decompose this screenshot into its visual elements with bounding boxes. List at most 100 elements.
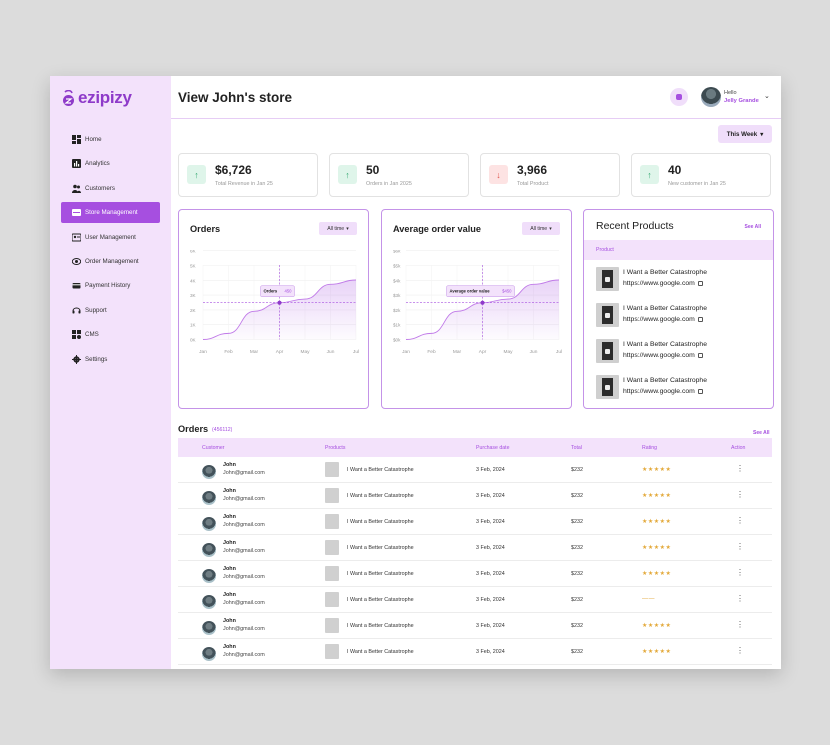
copy-icon[interactable] [697,352,703,358]
more-options-icon[interactable]: ⋮ [736,542,744,551]
column-header: Rating [642,445,657,451]
time-range-dropdown[interactable]: All time ▾ [522,222,560,235]
x-tick-label: Jan [199,349,207,355]
column-header: Customer [202,445,225,451]
sidebar-item-cms[interactable]: CMS [61,324,160,345]
y-tick-label: 2K [190,308,197,313]
sidebar-item-home[interactable]: Home [61,129,160,150]
sidebar-item-payment-history[interactable]: Payment History [61,275,160,296]
orders-area-chart[interactable]: 0K 1K 2K 3K 4K 5K 6K Jan Feb Mar Apr May Jun Jul Order… [179,250,368,400]
product-url[interactable]: https://www.google.com [623,316,695,323]
product-url[interactable]: https://www.google.com [623,352,695,359]
recent-product-item[interactable]: I Want a Better Catastrophe https://www.g… [596,303,766,327]
cms-icon [72,330,81,340]
logo-text: ezipizy [78,88,132,107]
sidebar-item-label: Payment History [85,282,131,290]
logo[interactable]: ezipizy [62,88,132,108]
table-row[interactable]: John John@gmail.com I Want a Better Catast… [178,457,772,483]
highlight-point [480,300,485,305]
customer-email: John@gmail.com [223,470,265,476]
table-row[interactable]: John John@gmail.com I Want a Better Catast… [178,613,772,639]
more-options-icon[interactable]: ⋮ [736,516,744,525]
order-total: $232 [571,649,583,655]
card-title: Recent Products [596,220,674,232]
sidebar-item-label: Store Management [85,209,138,217]
product-thumbnail [596,267,619,291]
notification-button[interactable] [670,88,688,106]
sidebar-item-analytics[interactable]: Analytics [61,153,160,174]
recent-product-item[interactable]: I Want a Better Catastrophe https://www.g… [596,267,766,291]
sidebar-item-label: Analytics [85,160,110,168]
sidebar-item-settings[interactable]: Settings [61,349,160,370]
y-tick-label: $5k [393,264,401,269]
time-range-label: All time [327,225,345,232]
column-header: Products [325,445,346,451]
product-name: I Want a Better Catastrophe [347,545,414,551]
see-all-link[interactable]: See All [753,430,770,436]
product-url-row: https://www.google.com [623,388,703,395]
time-range-label: All time [530,225,548,232]
stat-value: $6,726 [215,163,252,177]
copy-icon[interactable] [697,280,703,286]
stat-card-products: ↓ 3,966 Total Product [480,153,620,197]
recent-product-item[interactable]: I Want a Better Catastrophe https://www.g… [596,375,766,399]
orders-chart-card: Orders All time ▾ 0K 1K 2K 3K 4K 5K 6K Jan Feb Ma… [178,209,369,409]
more-options-icon[interactable]: ⋮ [736,594,744,603]
customer-name: John [223,540,236,546]
caret-down-icon: ▾ [760,130,764,138]
column-header: Total [571,445,582,451]
y-tick-label: 0K [190,338,197,343]
more-options-icon[interactable]: ⋮ [736,568,744,577]
more-options-icon[interactable]: ⋮ [736,490,744,499]
table-row[interactable]: John John@gmail.com I Want a Better Catast… [178,561,772,587]
recent-product-item[interactable]: I Want a Better Catastrophe https://www.g… [596,339,766,363]
stat-card-new-customers: ↑ 40 New customer in Jan 25 [631,153,771,197]
customer-avatar [202,595,216,609]
aov-area-chart[interactable]: $0k $1k $2k $3k $4k $5k $6k Jan Feb Mar Apr May Jun J… [382,250,571,400]
order-total: $232 [571,467,583,473]
bar-chart-icon [72,159,81,169]
time-range-dropdown[interactable]: All time ▾ [319,222,357,235]
stat-label: Total Revenue in Jan 25 [215,181,273,187]
rating-stars: ★★★★★ [642,571,672,577]
product-url[interactable]: https://www.google.com [623,388,695,395]
x-tick-label: Mar [453,349,462,355]
tooltip-box [260,285,295,297]
sidebar-item-order-management[interactable]: Order Management [61,251,160,272]
period-dropdown[interactable]: This Week ▾ [718,125,772,143]
table-row[interactable]: John John@gmail.com I Want a Better Catast… [178,509,772,535]
purchase-date: 3 Feb, 2024 [476,571,505,577]
sidebar: ezipizy Home Analytics Customers Store M… [50,76,171,669]
sidebar-item-user-management[interactable]: User Management [61,227,160,248]
customer-name: John [223,514,236,520]
sidebar-item-support[interactable]: Support [61,300,160,321]
chevron-down-icon[interactable]: ⌄ [764,93,770,100]
arrow-up-icon: ↑ [187,165,206,184]
tooltip-value: 450 [285,289,293,294]
purchase-date: 3 Feb, 2024 [476,597,505,603]
table-row[interactable]: John John@gmail.com I Want a Better Catast… [178,535,772,561]
more-options-icon[interactable]: ⋮ [736,620,744,629]
user-avatar[interactable] [701,87,721,107]
copy-icon[interactable] [697,316,703,322]
table-row[interactable]: John John@gmail.com I Want a Better Catast… [178,587,772,613]
more-options-icon[interactable]: ⋮ [736,646,744,655]
app-window: ezipizy Home Analytics Customers Store M… [50,76,781,669]
product-name: I Want a Better Catastrophe [623,341,707,348]
arrow-up-icon: ↑ [338,165,357,184]
more-options-icon[interactable]: ⋮ [736,464,744,473]
table-row[interactable]: John John@gmail.com I Want a Better Catast… [178,483,772,509]
table-row[interactable]: John John@gmail.com I Want a Better Catast… [178,639,772,665]
sidebar-item-store-management[interactable]: Store Management [61,202,160,224]
x-tick-label: May [300,349,310,355]
x-tick-label: May [503,349,513,355]
x-tick-label: Apr [276,349,284,355]
users-icon [72,184,81,193]
copy-icon[interactable] [697,388,703,394]
product-thumbnail [325,618,339,633]
product-url[interactable]: https://www.google.com [623,280,695,287]
sidebar-item-customers[interactable]: Customers [61,178,160,199]
rating-stars: ★★★★★ [642,519,672,525]
see-all-link[interactable]: See All [744,224,762,230]
customer-email: John@gmail.com [223,652,265,658]
